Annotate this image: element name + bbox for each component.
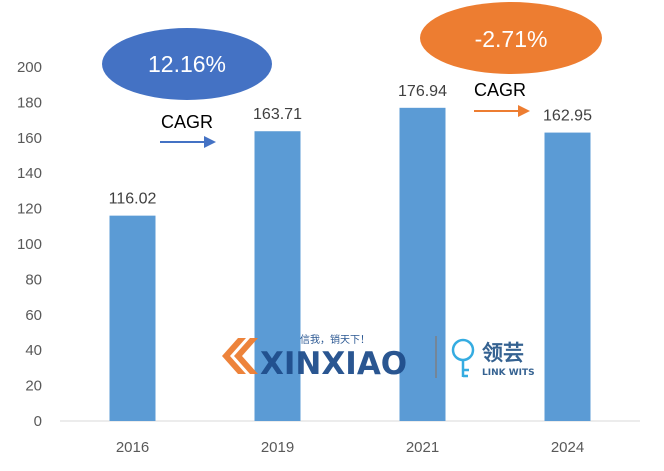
- cagr-annotation-1: 12.16% CAGR: [102, 28, 272, 148]
- y-tick-label: 120: [17, 201, 42, 218]
- bar-2021: [399, 107, 446, 422]
- bar-2024: [544, 132, 591, 422]
- y-tick-label: 180: [17, 94, 42, 111]
- linkwits-key-icon: [451, 338, 475, 378]
- y-tick-label: 140: [17, 165, 42, 182]
- cagr-arrow-1: [160, 136, 216, 148]
- data-label-2021: 176.94: [398, 83, 447, 100]
- x-axis-labels: 2016 2019 2021 2024: [116, 439, 584, 456]
- xinxiao-logo-icon: [222, 338, 258, 374]
- y-tick-label: 100: [17, 236, 42, 253]
- x-tick-label-2019: 2019: [261, 439, 294, 456]
- y-tick-label: 40: [25, 342, 42, 359]
- cagr-arrow-2: [474, 105, 530, 117]
- watermark-brand: XINXIAO: [260, 346, 407, 382]
- y-tick-label: 20: [25, 378, 42, 395]
- cagr-label-2: CAGR: [474, 80, 526, 100]
- bar-2016: [109, 215, 156, 421]
- watermark-partner: 领芸: [482, 341, 524, 365]
- cagr-value-1: 12.16%: [148, 51, 226, 77]
- x-tick-label-2024: 2024: [551, 439, 584, 456]
- y-tick-label: 0: [34, 413, 42, 430]
- data-label-2019: 163.71: [253, 106, 302, 123]
- bar-2019: [254, 131, 301, 421]
- cagr-value-2: -2.71%: [475, 26, 548, 52]
- x-tick-label-2021: 2021: [406, 439, 439, 456]
- watermark: XINXIAO 信我，销天下！ 领芸 LINK WITS: [222, 333, 535, 382]
- cagr-bubble-1: [102, 28, 272, 100]
- cagr-label-1: CAGR: [161, 112, 213, 132]
- y-tick-label: 80: [25, 271, 42, 288]
- data-label-2024: 162.95: [543, 108, 592, 125]
- x-tick-label-2016: 2016: [116, 439, 149, 456]
- cagr-annotation-2: -2.71% CAGR: [420, 2, 602, 117]
- data-label-2016: 116.02: [109, 191, 157, 208]
- y-axis: 0 20 40 60 80 100 120 140 160 180 200: [17, 59, 42, 430]
- watermark-partner-sub: LINK WITS: [482, 368, 535, 378]
- y-tick-label: 60: [25, 307, 42, 324]
- cagr-bubble-2: [420, 2, 602, 74]
- y-tick-label: 200: [17, 59, 42, 76]
- watermark-slogan: 信我，销天下！: [300, 333, 370, 346]
- y-tick-label: 160: [17, 130, 42, 147]
- bars: 116.02 163.71 176.94 162.95: [109, 83, 592, 422]
